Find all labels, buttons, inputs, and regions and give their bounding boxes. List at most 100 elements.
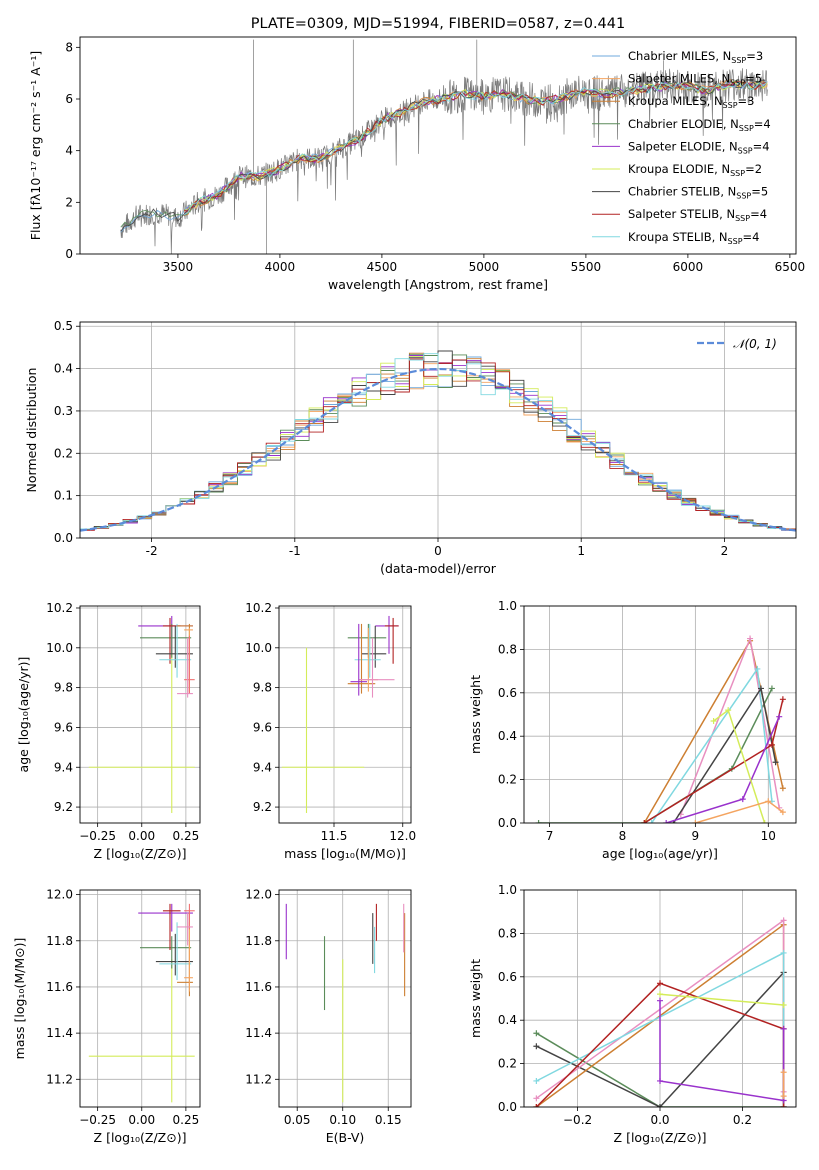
legend-name: Chabrier ELODIE, N xyxy=(628,117,739,131)
y-tick-label: 1.0 xyxy=(498,883,517,897)
weight-marker xyxy=(780,917,787,924)
plot-content xyxy=(281,615,399,814)
y-axis-label: mass weight xyxy=(468,675,483,754)
y-tick-label: 10.0 xyxy=(46,641,73,655)
y-tick-label: 10.0 xyxy=(245,641,272,655)
y-tick-label: 11.6 xyxy=(46,980,73,994)
legend-label: 𝒩(0, 1) xyxy=(733,337,777,351)
y-tick-label: 9.8 xyxy=(54,681,73,695)
x-tick-label: 6000 xyxy=(673,260,704,274)
y-tick-label: 10.2 xyxy=(46,601,73,615)
legend-name: Kroupa STELIB, N xyxy=(628,230,728,244)
x-tick-label: −0.25 xyxy=(79,1113,116,1127)
panel-4: 7 8 9 10 0.0 0.2 0.4 0.6 0.8 1.0 age [log₁₀(age/yr… xyxy=(468,599,797,861)
panel-2: −0.25 0.00 0.25 9.2 9.4 9.6 9.8 10.0 10.2 Z [log₁… xyxy=(16,601,201,861)
x-axis-label: Z [log₁₀(Z/Z⊙)] xyxy=(614,1130,707,1145)
weight-marker xyxy=(533,1104,540,1107)
normal-curve xyxy=(80,367,796,532)
legend-sub: SSP xyxy=(730,79,745,88)
y-tick-label: 11.2 xyxy=(245,1072,272,1086)
y-tick-label: 0 xyxy=(65,247,73,261)
weight-marker xyxy=(765,798,772,805)
chart-title: PLATE=0309, MJD=51994, FIBERID=0587, z=0… xyxy=(251,16,625,32)
panel-6: 0.05 0.10 0.15 11.2 11.4 11.6 11.8 12.0 E(B-V) xyxy=(245,888,412,1145)
x-tick-label: 4000 xyxy=(265,260,296,274)
model-line-kroupa-stelib xyxy=(183,80,768,216)
axes-frame xyxy=(79,36,797,255)
weight-marker xyxy=(780,1025,787,1032)
weight-marker xyxy=(747,635,754,642)
weight-marker xyxy=(779,696,786,703)
panel-1: -2 -1 0 1 2 0.0 0.1 0.2 0.3 0.4 0.5 (data-model)/er… xyxy=(24,319,797,576)
weight-marker xyxy=(657,1077,663,1084)
y-tick-label: 11.8 xyxy=(46,934,73,948)
x-tick-label: -2 xyxy=(146,544,158,558)
y-tick-label: 12.0 xyxy=(46,888,73,902)
y-tick-label: 0.2 xyxy=(498,1057,517,1071)
weight-marker xyxy=(780,1002,787,1009)
y-tick-label: 10.2 xyxy=(245,601,272,615)
plot-area xyxy=(279,890,411,1107)
weight-marker xyxy=(768,741,775,748)
weight-marker xyxy=(725,707,732,714)
y-tick-label: 11.2 xyxy=(46,1072,73,1086)
panel-7: −0.2 0.0 0.2 0.0 0.2 0.4 0.6 0.8 1.0 Z [log₁₀(Z/Z… xyxy=(468,883,797,1145)
y-axis-label: mass weight xyxy=(468,959,483,1038)
y-axis-label: Flux [fλ10⁻¹⁷ erg cm⁻² s⁻¹ A⁻¹] xyxy=(28,51,43,240)
weight-marker xyxy=(663,820,670,823)
weight-marker xyxy=(780,1093,787,1100)
y-tick-label: 9.4 xyxy=(54,760,73,774)
x-axis-label: Z [log₁₀(Z/Z⊙)] xyxy=(94,1130,187,1145)
weight-marker xyxy=(692,820,699,823)
x-tick-label: 0.2 xyxy=(733,1113,752,1127)
y-tick-label: 6 xyxy=(65,92,73,106)
y-tick-label: 0.2 xyxy=(54,446,73,460)
weight-marker xyxy=(710,718,717,725)
x-tick-label: 5500 xyxy=(571,260,602,274)
legend-name: Chabrier MILES, N xyxy=(628,49,731,63)
legend-name: Salpeter ELODIE, N xyxy=(628,139,738,153)
legend-label: Salpeter STELIB, NSSP=4 xyxy=(628,207,767,223)
weight-marker xyxy=(641,820,648,823)
weight-marker xyxy=(648,820,655,823)
weight-marker xyxy=(772,759,779,766)
legend-nssp: =5 xyxy=(751,185,768,199)
x-axis-label: wavelength [Angstrom, rest frame] xyxy=(328,277,548,292)
weight-marker xyxy=(535,820,542,823)
model-line-chabrier-stelib xyxy=(120,79,766,232)
legend-sub: SSP xyxy=(738,146,753,155)
x-tick-label: 12.0 xyxy=(389,829,416,843)
x-tick-label: 0.25 xyxy=(173,829,200,843)
panel-0: 3500 4000 4500 5000 5500 6000 6500 0 2 4 6 8 wavelen… xyxy=(28,16,805,292)
weight-marker xyxy=(533,1030,540,1037)
x-axis-label: age [log₁₀(age/yr)] xyxy=(602,846,718,861)
plot-content xyxy=(88,615,195,814)
y-tick-label: 0.5 xyxy=(54,319,73,333)
legend-nssp: =4 xyxy=(743,230,760,244)
weight-line xyxy=(659,1000,785,1102)
y-tick-label: 8 xyxy=(65,40,73,54)
y-axis-label: age [log₁₀(age/yr)] xyxy=(16,657,31,773)
x-tick-label: 0 xyxy=(434,544,442,558)
weight-marker xyxy=(533,1095,540,1102)
plot-content xyxy=(88,903,195,1103)
y-tick-label: 9.8 xyxy=(253,681,272,695)
plot-area xyxy=(80,890,200,1107)
legend-sub: SSP xyxy=(731,56,746,65)
x-tick-label: 0.00 xyxy=(128,829,155,843)
plot-area xyxy=(524,606,796,823)
y-tick-label: 0.6 xyxy=(498,686,517,700)
y-tick-label: 0.4 xyxy=(54,362,73,376)
weight-marker xyxy=(739,796,746,803)
weight-marker xyxy=(780,1104,787,1107)
y-axis-label: mass [log₁₀(M/M⊙)] xyxy=(12,938,27,1060)
x-tick-label: -1 xyxy=(289,544,301,558)
legend-label: Salpeter ELODIE, NSSP=4 xyxy=(628,139,770,155)
y-tick-label: 9.4 xyxy=(253,760,272,774)
y-tick-label: 0.6 xyxy=(498,970,517,984)
x-tick-label: 5000 xyxy=(469,260,500,274)
axes-frame xyxy=(79,889,201,1108)
x-tick-label: 2 xyxy=(721,544,729,558)
weight-marker xyxy=(657,997,663,1004)
